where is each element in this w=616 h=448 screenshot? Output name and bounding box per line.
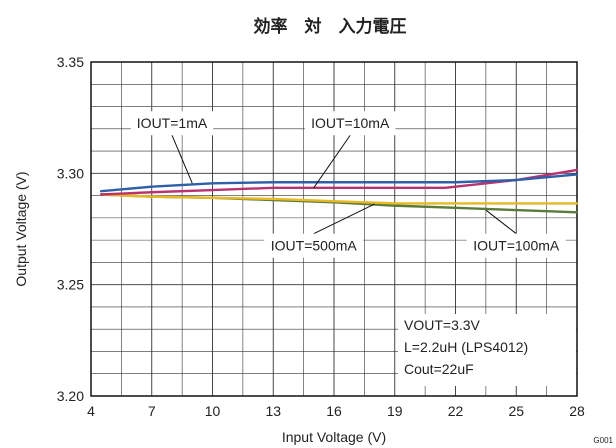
annotations: IOUT=1mA IOUT=10mA IOUT=500mA IOUT=100mA	[130, 111, 566, 258]
annotation: IOUT=1mA	[130, 111, 214, 184]
x-tick-label: 7	[148, 403, 156, 419]
y-tick-label: 3.35	[57, 54, 84, 70]
conditions-box-bg	[398, 314, 576, 386]
annotation-label: IOUT=1mA	[137, 115, 208, 131]
condition-vout: VOUT=3.3V	[404, 317, 481, 333]
annotation-box	[130, 111, 214, 136]
x-tick-labels: 4 7 10 13 16 19 22 25 28	[87, 403, 585, 419]
annotation-box	[264, 233, 364, 258]
annotation-leader	[313, 134, 351, 189]
x-tick-label: 13	[265, 403, 281, 419]
annotation-box	[466, 233, 566, 258]
x-tick-label: 4	[87, 403, 95, 419]
x-tick-label: 10	[205, 403, 221, 419]
x-tick-label: 19	[387, 403, 403, 419]
y-tick-label: 3.25	[57, 277, 84, 293]
annotation: IOUT=500mA	[264, 203, 375, 258]
series-line	[99, 168, 579, 196]
x-tick-label: 16	[326, 403, 342, 419]
annotation: IOUT=100mA	[466, 209, 566, 258]
annotation-label: IOUT=500mA	[271, 238, 358, 254]
annotation-label: IOUT=100mA	[473, 238, 560, 254]
condition-cout: Cout=22uF	[404, 361, 474, 377]
y-axis-label: Output Voltage (V)	[13, 171, 29, 286]
y-tick-label: 3.20	[57, 388, 84, 404]
x-tick-label: 28	[569, 403, 585, 419]
y-tick-labels: 3.20 3.25 3.30 3.35	[57, 54, 84, 404]
series-lines	[99, 168, 579, 214]
condition-inductor: L=2.2uH (LPS4012)	[404, 339, 528, 355]
annotation-leader	[171, 135, 193, 184]
series-line	[99, 193, 579, 205]
x-tick-label: 25	[508, 403, 524, 419]
conditions-box: VOUT=3.3V L=2.2uH (LPS4012) Cout=22uF	[398, 314, 576, 386]
series-line	[99, 173, 579, 193]
y-tick-label: 3.30	[57, 165, 84, 181]
plot-frame	[90, 61, 578, 397]
figure-id: G001	[593, 436, 613, 445]
annotation: IOUT=10mA	[304, 111, 396, 189]
annotation-box	[304, 111, 396, 136]
x-tick-label: 22	[448, 403, 464, 419]
annotation-leader	[313, 203, 375, 235]
annotation-label: IOUT=10mA	[311, 115, 390, 131]
x-axis-label: Input Voltage (V)	[282, 429, 386, 445]
chart-title: 効率 対 入力電圧	[254, 16, 407, 36]
annotation-leader	[485, 209, 517, 235]
